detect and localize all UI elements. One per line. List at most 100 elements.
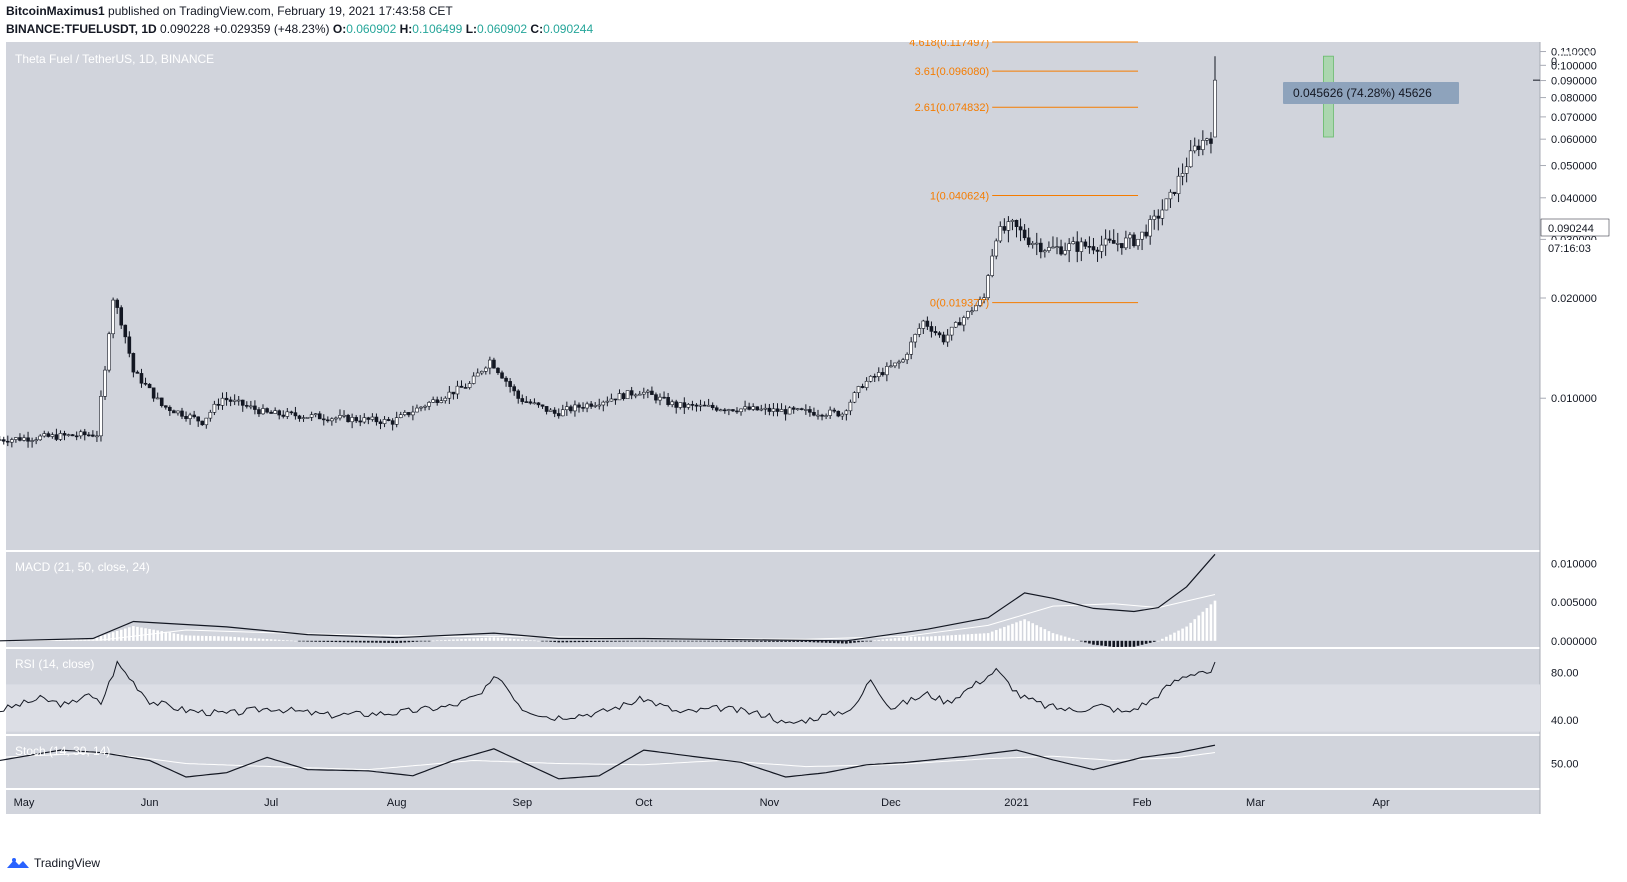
time-axis[interactable] [6, 790, 1540, 814]
candle-body [962, 317, 966, 326]
macd-hist-bar [650, 640, 654, 642]
candle-body [974, 305, 978, 312]
high-label: H: [399, 22, 413, 36]
candle-body [394, 417, 399, 425]
candle-body [200, 420, 205, 426]
macd-hist-bar [759, 640, 763, 642]
macd-hist-bar [1108, 640, 1111, 647]
time-tick-label: Dec [881, 797, 901, 809]
macd-hist-bar [1104, 640, 1107, 647]
candle-body [949, 326, 954, 336]
macd-hist-bar [1124, 640, 1128, 647]
price-tick-label: 0.020000 [1551, 293, 1597, 305]
macd-hist-bar [950, 635, 953, 641]
macd-hist-bar [128, 627, 131, 641]
candle-body [617, 393, 622, 401]
brand-name[interactable]: TradingView [34, 856, 101, 870]
candle-body [382, 419, 387, 424]
macd-hist-bar [938, 635, 941, 641]
price-tick-label: 0.090000 [1551, 76, 1597, 88]
candle-body [155, 397, 160, 400]
candle-body [492, 359, 496, 369]
candle-body [917, 328, 922, 335]
price-change: +0.029359 (+48.23%) [213, 22, 330, 36]
candle-body [281, 414, 286, 417]
macd-hist-bar [901, 637, 905, 641]
candle-body [759, 408, 764, 411]
candle-body [435, 399, 440, 403]
candle-body [601, 401, 606, 406]
candle-body [937, 332, 942, 336]
last-price: 0.090228 [160, 22, 211, 36]
candle-body [1087, 246, 1092, 248]
publish-info: published on TradingView.com, February 1… [108, 4, 453, 18]
macd-hist-bar [257, 638, 261, 641]
macd-hist-bar [541, 640, 544, 642]
macd-hist-bar [314, 640, 317, 642]
macd-hist-bar [788, 640, 791, 642]
low-label: L: [465, 22, 478, 36]
macd-hist-bar [958, 634, 962, 641]
candle-body [1128, 234, 1132, 239]
fib-level-label: 1(0.040624) [930, 191, 989, 203]
candle-body [42, 433, 47, 437]
candle-body [1209, 138, 1213, 144]
candle-body [1083, 241, 1088, 247]
candle-body [682, 402, 687, 408]
candle-body [431, 399, 435, 403]
candle-body [755, 406, 760, 411]
candle-body [868, 375, 873, 382]
macd-hist-bar [869, 640, 872, 642]
candle-body [820, 414, 824, 417]
candle-body [370, 416, 375, 420]
macd-hist-bar [982, 633, 986, 641]
candle-body [261, 408, 265, 415]
candle-body [848, 401, 853, 412]
stoch-tick-label: 50.00 [1551, 759, 1579, 771]
candle-body [836, 410, 841, 417]
author-name[interactable]: BitcoinMaximus1 [6, 4, 105, 18]
candle-body [727, 409, 731, 411]
macd-hist-bar [784, 640, 787, 642]
candle-body [95, 435, 99, 438]
macd-hist-bar [646, 640, 650, 642]
macd-hist-bar [265, 639, 269, 641]
time-tick-label: May [14, 797, 35, 809]
unit-label: USDT [1562, 50, 1592, 62]
candle-body [427, 402, 431, 407]
macd-hist-bar [772, 640, 775, 642]
macd-hist-bar [723, 640, 727, 642]
macd-hist-bar [529, 640, 532, 641]
time-tick-label: Nov [760, 797, 780, 809]
macd-hist-bar [610, 640, 613, 642]
macd-hist-bar [1213, 600, 1217, 641]
macd-hist-bar [452, 639, 455, 641]
candle-body [459, 385, 464, 388]
macd-hist-bar [885, 639, 889, 641]
macd-hist-bar [1173, 632, 1176, 641]
candle-body [34, 439, 38, 442]
macd-hist-bar [508, 638, 512, 641]
macd-hist-bar [796, 640, 800, 642]
macd-hist-bar [419, 640, 423, 642]
candle-body [1026, 237, 1031, 245]
macd-hist-bar [845, 640, 848, 644]
macd-hist-bar [934, 636, 937, 641]
candle-body [731, 409, 735, 412]
macd-hist-bar [350, 640, 354, 643]
candle-body [674, 401, 679, 408]
price-chart[interactable]: 0(0.019377) 1(0.040624) 2.61(0.074832) 3.61… [0, 40, 1627, 850]
candle-body [524, 401, 529, 403]
macd-hist-bar [917, 636, 921, 641]
candle-body [236, 399, 241, 402]
candle-body [1014, 219, 1019, 227]
macd-hist-bar [330, 640, 334, 642]
candle-body [269, 411, 273, 414]
macd-hist-bar [707, 640, 710, 642]
candle-body [504, 377, 508, 382]
macd-hist-bar [841, 640, 844, 644]
macd-hist-bar [277, 639, 281, 641]
macd-hist-bar [735, 640, 739, 642]
macd-title: MACD (21, 50, close, 24) [15, 560, 150, 574]
measure-label-box[interactable]: 0.045626 (74.28%) 45626 [1283, 82, 1459, 104]
